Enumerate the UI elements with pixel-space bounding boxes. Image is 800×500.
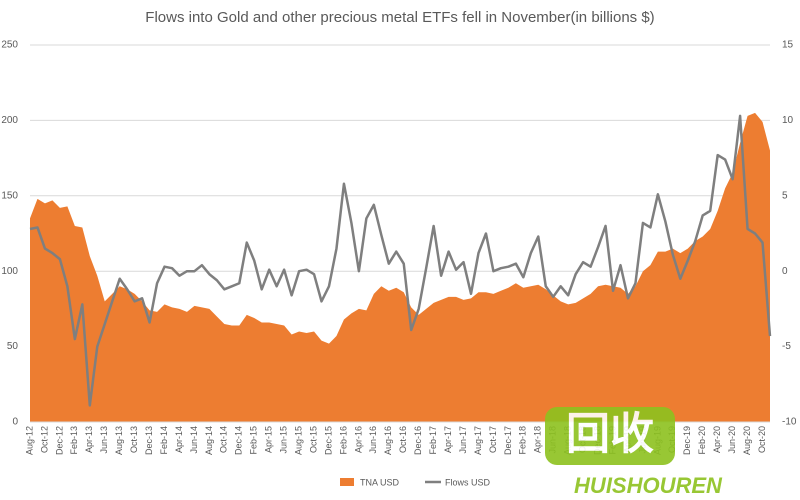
y2-tick-label: 10: [782, 115, 794, 126]
y-tick-label: 50: [7, 341, 19, 352]
legend-label: TNA USD: [360, 477, 400, 487]
watermark-logo: 回收: [566, 410, 654, 459]
x-tick-label: Oct-14: [219, 426, 229, 453]
x-tick-label: Jun-20: [727, 426, 737, 454]
chart-title: Flows into Gold and other precious metal…: [145, 9, 654, 26]
x-tick-label: Apr-14: [174, 426, 184, 453]
x-tick-label: Aug-12: [24, 426, 34, 455]
x-tick-label: Oct-12: [39, 426, 49, 453]
x-tick-label: Dec-16: [413, 426, 423, 455]
watermark-box: [545, 407, 675, 465]
y-tick-label: 0: [12, 417, 18, 428]
x-tick-label: Oct-16: [398, 426, 408, 453]
y2-tick-label: -10: [782, 417, 797, 428]
y2-tick-label: 5: [782, 190, 788, 201]
x-tick-label: Aug-14: [204, 426, 214, 455]
x-tick-label: Feb-16: [338, 426, 348, 455]
y-tick-label: 250: [1, 40, 18, 51]
legend: TNA USD Flows USD: [340, 477, 491, 487]
x-tick-label: Aug-17: [473, 426, 483, 455]
y-tick-label: 200: [1, 115, 18, 126]
x-tick-label: Dec-17: [503, 426, 513, 455]
x-tick-label: Oct-15: [308, 426, 318, 453]
watermark: 回收 HUISHOUREN: [545, 407, 723, 498]
area: [30, 112, 770, 423]
x-tick-label: Jun-14: [189, 426, 199, 454]
y-tick-label: 150: [1, 190, 18, 201]
y2-tick-label: -5: [782, 341, 791, 352]
x-tick-label: Feb-20: [697, 426, 707, 455]
x-tick-label: Dec-14: [234, 426, 244, 455]
legend-swatch: [340, 478, 354, 486]
x-tick-label: Jun-13: [99, 426, 109, 454]
legend-label: Flows USD: [445, 477, 491, 487]
x-tick-label: Dec-13: [144, 426, 154, 455]
x-tick-label: Aug-16: [383, 426, 393, 455]
y2-tick-label: 15: [782, 40, 794, 51]
x-tick-label: Feb-15: [249, 426, 259, 455]
x-tick-label: Apr-18: [533, 426, 543, 453]
x-tick-label: Jun-17: [458, 426, 468, 454]
x-tick-label: Oct-17: [488, 426, 498, 453]
x-tick-label: Aug-20: [742, 426, 752, 455]
x-tick-label: Oct-13: [129, 426, 139, 453]
x-tick-label: Apr-20: [712, 426, 722, 453]
y2-tick-label: 0: [782, 266, 788, 277]
x-tick-label: Apr-17: [443, 426, 453, 453]
x-tick-label: Dec-19: [682, 426, 692, 455]
x-tick-label: Apr-13: [84, 426, 94, 453]
x-tick-label: Apr-16: [353, 426, 363, 453]
x-tick-label: Feb-18: [518, 426, 528, 455]
x-tick-label: Feb-14: [159, 426, 169, 455]
x-tick-label: Feb-17: [428, 426, 438, 455]
x-tick-label: Jun-16: [368, 426, 378, 454]
x-tick-label: Feb-13: [69, 426, 79, 455]
watermark-text: HUISHOUREN: [574, 473, 723, 498]
x-tick-label: Dec-15: [323, 426, 333, 455]
x-tick-label: Aug-13: [114, 426, 124, 455]
x-tick-label: Aug-15: [293, 426, 303, 455]
x-tick-label: Oct-20: [757, 426, 767, 453]
x-tick-label: Dec-12: [54, 426, 64, 455]
y-tick-label: 100: [1, 266, 18, 277]
line: [29, 114, 772, 407]
x-tick-label: Jun-15: [279, 426, 289, 454]
x-tick-label: Apr-15: [264, 426, 274, 453]
